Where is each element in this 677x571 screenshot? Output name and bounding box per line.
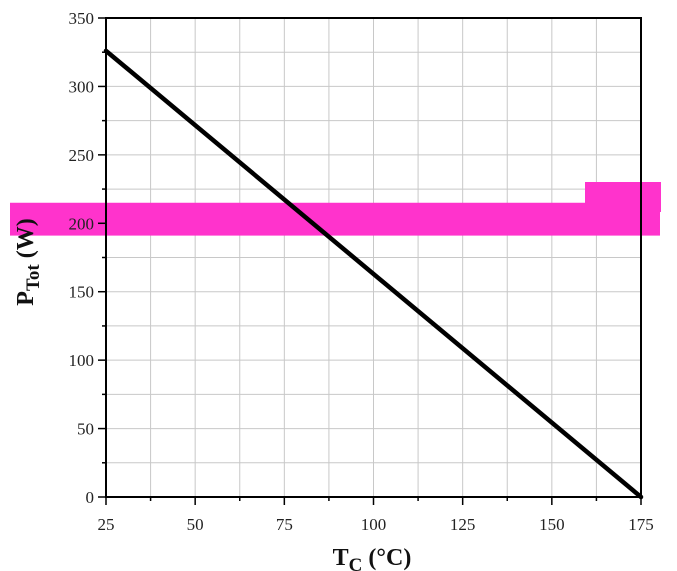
y-tick-label: 100	[69, 351, 95, 370]
x-tick-label: 75	[276, 515, 293, 534]
grid	[105, 17, 642, 498]
x-tick-label: 100	[361, 515, 387, 534]
y-axis-title-unit: (W)	[13, 218, 39, 258]
highlight-box	[585, 182, 661, 212]
x-tick-label: 150	[539, 515, 565, 534]
x-tick-label: 175	[628, 515, 654, 534]
y-axis-title-sub: Tot	[23, 264, 44, 291]
series-layer	[103, 48, 644, 500]
y-tick-label: 200	[69, 214, 95, 233]
y-axis-title: PTot (W)	[13, 218, 44, 305]
x-axis-title-unit: (°C)	[368, 545, 411, 571]
x-tick-labels: 25 50 75 100 125 150 175	[98, 515, 654, 534]
series-line	[103, 48, 644, 500]
y-tick-labels: 0 50 100 150 200 250 300 350	[69, 9, 95, 507]
x-axis-title: TC (°C)	[333, 545, 412, 571]
y-tick-label: 250	[69, 146, 95, 165]
highlight-overlays	[10, 182, 661, 236]
x-axis-title-main: T	[333, 545, 349, 571]
y-tick-label: 350	[69, 9, 95, 28]
y-tick-label: 50	[77, 420, 94, 439]
y-tick-label: 0	[86, 488, 95, 507]
x-tick-label: 25	[98, 515, 115, 534]
y-tick-label: 150	[69, 283, 95, 302]
y-tick-label: 300	[69, 77, 95, 96]
x-tick-label: 125	[450, 515, 476, 534]
x-tick-label: 50	[187, 515, 204, 534]
highlight-band	[10, 202, 660, 236]
ticks	[98, 17, 642, 505]
x-axis-title-sub: C	[349, 555, 363, 571]
y-axis-title-main: P	[13, 291, 39, 306]
